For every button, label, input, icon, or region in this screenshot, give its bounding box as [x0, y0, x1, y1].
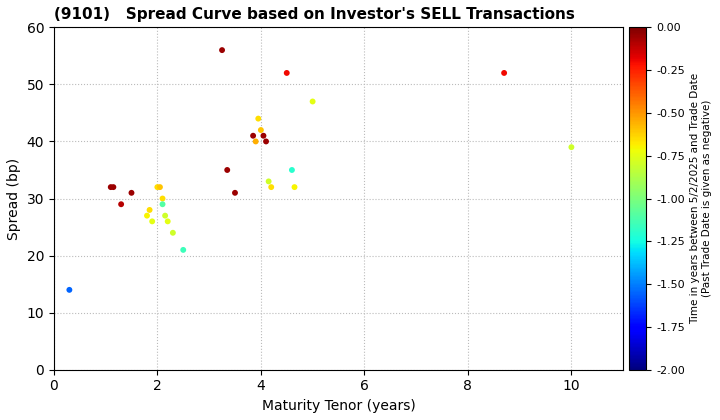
Point — [261, 138, 272, 145]
Point — [281, 70, 292, 76]
Point — [289, 184, 300, 191]
Point — [167, 229, 179, 236]
Point — [258, 132, 269, 139]
Point — [107, 184, 119, 191]
Point — [146, 218, 158, 225]
Text: (9101)   Spread Curve based on Investor's SELL Transactions: (9101) Spread Curve based on Investor's … — [54, 7, 575, 22]
Point — [229, 189, 240, 196]
Point — [63, 286, 75, 293]
Point — [177, 247, 189, 253]
Point — [222, 167, 233, 173]
Point — [157, 195, 168, 202]
Point — [250, 138, 261, 145]
Point — [253, 115, 264, 122]
Point — [159, 212, 171, 219]
Point — [105, 184, 117, 191]
Point — [255, 127, 266, 134]
Point — [144, 207, 156, 213]
Point — [157, 201, 168, 207]
Point — [307, 98, 318, 105]
Point — [266, 184, 277, 191]
Point — [154, 184, 166, 191]
Point — [286, 167, 297, 173]
Point — [566, 144, 577, 150]
Point — [162, 218, 174, 225]
Y-axis label: Spread (bp): Spread (bp) — [7, 158, 21, 239]
Point — [263, 178, 274, 185]
Point — [498, 70, 510, 76]
Point — [141, 212, 153, 219]
X-axis label: Maturity Tenor (years): Maturity Tenor (years) — [261, 399, 415, 413]
Y-axis label: Time in years between 5/2/2025 and Trade Date
(Past Trade Date is given as negat: Time in years between 5/2/2025 and Trade… — [690, 73, 712, 324]
Point — [126, 189, 138, 196]
Point — [152, 184, 163, 191]
Point — [248, 132, 259, 139]
Point — [115, 201, 127, 207]
Point — [216, 47, 228, 53]
